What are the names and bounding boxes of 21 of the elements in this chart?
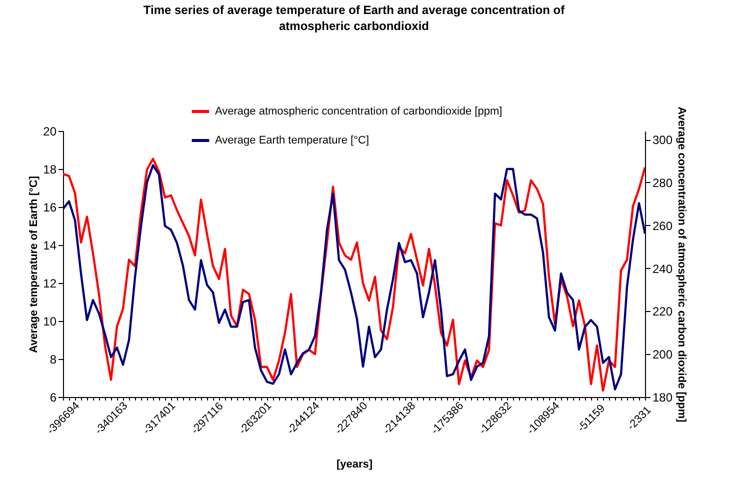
y-tick-label: 16 (43, 200, 57, 214)
legend-label: Average Earth temperature [°C] (215, 134, 369, 146)
y-tick-label: 20 (43, 124, 57, 138)
y-tick-label: 6 (50, 390, 57, 404)
y2-tick-label: 280 (652, 176, 673, 190)
chart-title: Time series of average temperature of Earth and average concentration of atmospheric carbondioxid (143, 3, 566, 33)
y-tick-label: 12 (43, 276, 57, 290)
y2-tick-label: 180 (652, 390, 673, 404)
x-axis-title: [years] (336, 458, 373, 470)
y-axis-title: Average temperature of Earth [°C] (28, 176, 40, 353)
y2-tick-label: 260 (652, 218, 673, 233)
y-tick-label: 10 (43, 314, 57, 328)
y2-tick-label: 300 (652, 133, 673, 148)
legend-label: Average atmospheric concentration of carbondioxide [ppm] (215, 106, 502, 118)
y-tick-label: 8 (50, 352, 57, 366)
y2-axis-title: Average concentration of atmospheric carbon dioxide [ppm] (676, 106, 688, 423)
y-tick-label: 14 (43, 238, 57, 252)
y2-tick-label: 240 (652, 262, 673, 276)
y-tick-label: 18 (43, 162, 57, 176)
y2-tick-label: 200 (652, 348, 673, 362)
y2-tick-label: 220 (652, 304, 673, 319)
